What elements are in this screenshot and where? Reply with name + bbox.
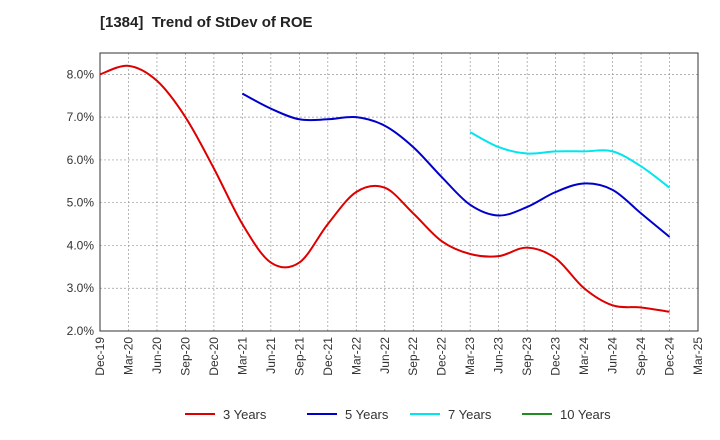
x-tick-label: Dec-24 [663,337,677,376]
x-tick-label: Mar-23 [463,337,477,375]
series-line-7-years [469,131,671,189]
x-tick-label: Mar-24 [577,337,591,375]
legend-label: 7 Years [448,407,492,422]
x-tick-label: Sep-24 [634,337,648,376]
series-line-5-years [241,92,671,238]
x-tick-label: Sep-21 [292,337,306,376]
y-tick-label: 2.0% [67,324,95,338]
x-tick-label: Mar-20 [121,337,135,375]
y-tick-label: 8.0% [67,67,95,81]
y-tick-label: 6.0% [67,153,95,167]
plot-frame [99,52,699,332]
x-tick-label: Dec-20 [207,337,221,376]
legend-label: 5 Years [345,407,389,422]
x-tick-label: Jun-23 [492,337,506,374]
x-tick-label: Sep-20 [178,337,192,376]
x-tick-label: Jun-21 [264,337,278,374]
x-tick-label: Sep-23 [520,337,534,376]
x-tick-label: Dec-23 [549,337,563,376]
y-tick-label: 3.0% [67,281,95,295]
x-tick-label: Jun-24 [606,337,620,374]
x-tick-label: Jun-20 [150,337,164,374]
x-tick-label: Mar-22 [349,337,363,375]
x-tick-label: Sep-22 [406,337,420,376]
x-tick-label: Jun-22 [378,337,392,374]
y-tick-label: 4.0% [67,238,95,252]
series-line-3-years [99,64,670,313]
legend-label: 3 Years [223,407,267,422]
chart-title: [1384] Trend of StDev of ROE [100,14,313,31]
x-tick-label: Dec-19 [93,337,107,376]
x-tick-label: Mar-21 [235,337,249,375]
y-tick-label: 5.0% [67,196,95,210]
y-tick-label: 7.0% [67,110,95,124]
legend-label: 10 Years [560,407,611,422]
x-tick-label: Dec-22 [435,337,449,376]
x-tick-label: Mar-25 [691,337,705,375]
x-tick-label: Dec-21 [321,337,335,376]
